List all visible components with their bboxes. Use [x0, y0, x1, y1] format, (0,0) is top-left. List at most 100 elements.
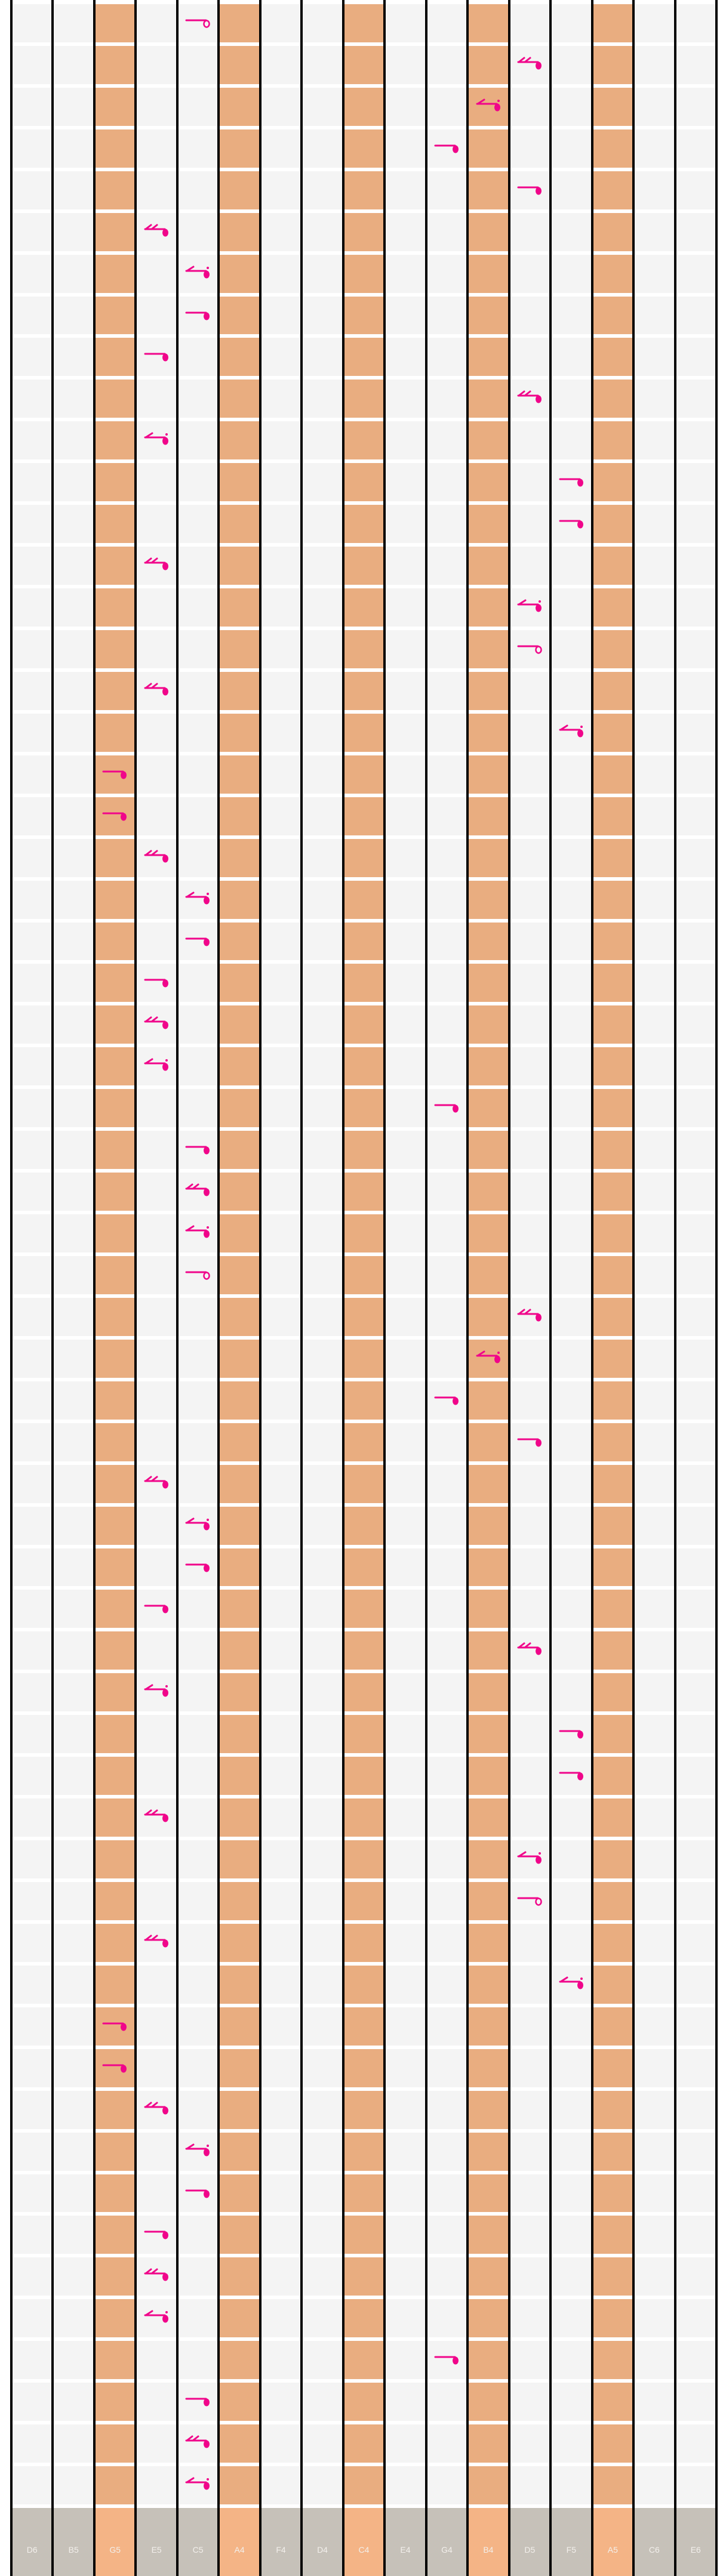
sixteenth-note-icon[interactable]: [144, 224, 170, 239]
dotted-eighth-note-icon[interactable]: [559, 1976, 585, 1992]
quarter-note-icon[interactable]: [102, 808, 128, 823]
tine-key-b4[interactable]: B4: [467, 2508, 509, 2576]
tine-key-c5[interactable]: C5: [177, 2508, 219, 2576]
quarter-note-icon[interactable]: [102, 766, 128, 782]
quarter-note-icon[interactable]: [434, 1392, 460, 1408]
tine-key-d5[interactable]: D5: [509, 2508, 551, 2576]
beat-cell: [302, 2383, 343, 2421]
beat-cell: [11, 880, 53, 919]
beat-cell: [675, 2424, 716, 2463]
beat-cell: [219, 254, 260, 293]
quarter-note-icon[interactable]: [144, 1600, 170, 1616]
tine-key-a5[interactable]: A5: [592, 2508, 634, 2576]
sixteenth-note-icon[interactable]: [144, 850, 170, 865]
tine-key-c4[interactable]: C4: [343, 2508, 385, 2576]
beat-cell: [219, 2007, 260, 2046]
tine-key-e5[interactable]: E5: [136, 2508, 177, 2576]
tine-key-d4[interactable]: D4: [302, 2508, 343, 2576]
sixteenth-note-icon[interactable]: [144, 1016, 170, 1032]
beat-cell: [343, 1005, 385, 1044]
quarter-note-icon[interactable]: [434, 2352, 460, 2367]
tine-label: C6: [648, 2545, 660, 2555]
quarter-note-icon[interactable]: [559, 1767, 585, 1783]
half-note-icon[interactable]: [517, 1893, 543, 1908]
quarter-note-icon[interactable]: [144, 348, 170, 364]
quarter-note-icon[interactable]: [185, 2393, 211, 2409]
beat-cell: [467, 2216, 509, 2254]
beat-cell: [384, 212, 426, 251]
beat-cell: [467, 1089, 509, 1128]
dotted-eighth-note-icon[interactable]: [476, 98, 502, 114]
quarter-note-icon[interactable]: [144, 2226, 170, 2242]
beat-cell: [136, 129, 177, 168]
dotted-eighth-note-icon[interactable]: [185, 2477, 211, 2492]
beat-cell: [343, 2341, 385, 2380]
tine-key-f5[interactable]: F5: [550, 2508, 592, 2576]
sixteenth-note-icon[interactable]: [144, 1809, 170, 1825]
quarter-note-icon[interactable]: [185, 933, 211, 949]
quarter-note-icon[interactable]: [185, 307, 211, 323]
quarter-note-icon[interactable]: [102, 2018, 128, 2034]
tine-key-e4[interactable]: E4: [384, 2508, 426, 2576]
dotted-eighth-note-icon[interactable]: [185, 1225, 211, 1241]
dotted-eighth-note-icon[interactable]: [517, 1851, 543, 1867]
sixteenth-note-icon[interactable]: [144, 683, 170, 698]
dotted-eighth-note-icon[interactable]: [144, 2310, 170, 2325]
beat-cell: [509, 1173, 551, 1211]
tine-key-b5[interactable]: B5: [53, 2508, 94, 2576]
sixteenth-note-icon[interactable]: [144, 2102, 170, 2117]
quarter-note-icon[interactable]: [517, 182, 543, 198]
dotted-eighth-note-icon[interactable]: [185, 2143, 211, 2159]
beat-cell: [633, 1214, 675, 1252]
quarter-note-icon[interactable]: [185, 1559, 211, 1575]
sixteenth-note-icon[interactable]: [517, 1642, 543, 1658]
dotted-eighth-note-icon[interactable]: [185, 266, 211, 281]
beat-cell: [219, 547, 260, 585]
beat-cell: [302, 838, 343, 877]
sixteenth-note-icon[interactable]: [517, 1309, 543, 1324]
half-note-icon[interactable]: [517, 641, 543, 656]
dotted-eighth-note-icon[interactable]: [144, 1058, 170, 1073]
dotted-eighth-note-icon[interactable]: [144, 432, 170, 448]
sixteenth-note-icon[interactable]: [517, 390, 543, 406]
beat-cell: [136, 1256, 177, 1294]
sixteenth-note-icon[interactable]: [517, 57, 543, 72]
dotted-eighth-note-icon[interactable]: [144, 1684, 170, 1699]
quarter-note-icon[interactable]: [185, 1142, 211, 1157]
quarter-note-icon[interactable]: [559, 516, 585, 531]
tine-key-g4[interactable]: G4: [426, 2508, 468, 2576]
beat-cell: [384, 171, 426, 209]
sixteenth-note-icon[interactable]: [185, 1183, 211, 1199]
tine-key-c6[interactable]: C6: [633, 2508, 675, 2576]
quarter-note-icon[interactable]: [434, 140, 460, 156]
sixteenth-note-icon[interactable]: [144, 1476, 170, 1491]
beat-cell: [177, 1464, 219, 1503]
half-note-icon[interactable]: [185, 15, 211, 30]
dotted-eighth-note-icon[interactable]: [517, 599, 543, 615]
dotted-eighth-note-icon[interactable]: [559, 724, 585, 740]
quarter-note-icon[interactable]: [517, 1434, 543, 1449]
quarter-note-icon[interactable]: [434, 1100, 460, 1115]
beat-cell: [633, 4, 675, 42]
tine-key-d6[interactable]: D6: [11, 2508, 53, 2576]
tine-key-a4[interactable]: A4: [219, 2508, 260, 2576]
dotted-eighth-note-icon[interactable]: [185, 1517, 211, 1533]
quarter-note-icon[interactable]: [102, 2060, 128, 2075]
beat-cell: [426, 2007, 468, 2046]
sixteenth-note-icon[interactable]: [185, 2435, 211, 2451]
quarter-note-icon[interactable]: [144, 974, 170, 990]
tine-key-g5[interactable]: G5: [94, 2508, 136, 2576]
sixteenth-note-icon[interactable]: [144, 1935, 170, 1950]
beat-cell: [260, 547, 302, 585]
quarter-note-icon[interactable]: [559, 1726, 585, 1741]
quarter-note-icon[interactable]: [185, 2185, 211, 2201]
beat-cell: [426, 4, 468, 42]
quarter-note-icon[interactable]: [559, 474, 585, 489]
half-note-icon[interactable]: [185, 1267, 211, 1282]
sixteenth-note-icon[interactable]: [144, 2268, 170, 2284]
tine-key-e6[interactable]: E6: [675, 2508, 716, 2576]
dotted-eighth-note-icon[interactable]: [185, 891, 211, 907]
tine-key-f4[interactable]: F4: [260, 2508, 302, 2576]
dotted-eighth-note-icon[interactable]: [476, 1350, 502, 1366]
sixteenth-note-icon[interactable]: [144, 557, 170, 573]
